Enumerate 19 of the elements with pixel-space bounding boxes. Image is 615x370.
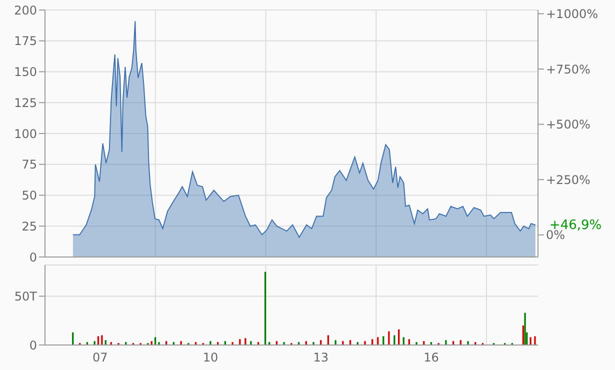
x-tick-label: 16 bbox=[424, 350, 439, 365]
x-tick-label: 13 bbox=[313, 350, 329, 365]
y-tick-label: 100 bbox=[14, 126, 37, 141]
y-tick-label: 25 bbox=[22, 219, 37, 234]
y2-tick-label: +500% bbox=[546, 118, 590, 132]
y-tick-label: 125 bbox=[14, 96, 37, 110]
y-tick-label: 50 bbox=[22, 188, 37, 203]
x-tick-label: 07 bbox=[92, 350, 108, 365]
y-tick-label: 150 bbox=[14, 65, 37, 80]
y-tick-label: 50T bbox=[14, 289, 38, 304]
y-tick-label: 175 bbox=[14, 34, 37, 48]
y-tick-label: 75 bbox=[22, 158, 37, 172]
y-tick-label: 0 bbox=[29, 250, 37, 264]
y2-tick-label: +250% bbox=[546, 172, 590, 187]
y-tick-label: 0 bbox=[29, 338, 37, 352]
y2-tick-label: +1000% bbox=[546, 7, 598, 22]
x-tick-label: 10 bbox=[202, 350, 218, 365]
y-tick-label: 200 bbox=[14, 3, 37, 18]
y2-tick-label: +750% bbox=[546, 62, 590, 76]
